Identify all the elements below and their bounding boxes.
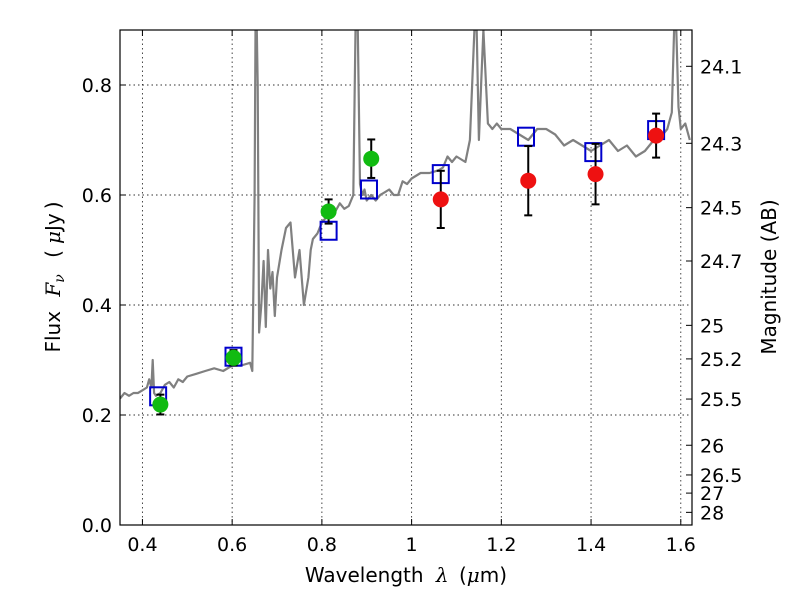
mag-tick-label: 24.1 <box>700 56 742 78</box>
green-data-point <box>363 150 380 167</box>
plot-frame <box>119 29 693 526</box>
y-tick-label: 0.0 <box>82 515 112 537</box>
model-photometry-square <box>359 179 378 200</box>
green-data-point <box>152 396 169 413</box>
x-axis-label: Wavelength λ (μm) <box>305 563 507 587</box>
x-tick-label: 0.6 <box>217 534 247 556</box>
y-axis-label: Flux Fν (μJy) <box>41 201 69 352</box>
x-axis-label-word: Wavelength <box>305 563 424 587</box>
x-tick-label: 1.6 <box>666 534 696 556</box>
green-data-point <box>225 349 242 366</box>
red-data-point <box>587 166 604 183</box>
y-tick-label: 0.8 <box>82 75 112 97</box>
mag-tick-label: 25.5 <box>700 389 742 411</box>
y-tick-label: 0.6 <box>82 185 112 207</box>
mag-tick-label: 24.5 <box>700 198 742 220</box>
mag-tick-label: 26.5 <box>700 465 742 487</box>
x-tick-label: 1 <box>406 534 418 556</box>
x-tick-label: 0.4 <box>127 534 157 556</box>
x-tick-label: 0.8 <box>307 534 337 556</box>
mag-tick-label: 24.7 <box>700 251 742 273</box>
x-tick-label: 1.4 <box>576 534 606 556</box>
data-layer <box>120 30 691 416</box>
green-data-point <box>320 203 337 220</box>
mag-tick-label: 25 <box>700 315 724 337</box>
mag-tick-label: 24.3 <box>700 133 742 155</box>
x-tick-label: 1.2 <box>486 534 516 556</box>
y-tick-label: 0.4 <box>82 295 112 317</box>
red-data-point <box>520 172 537 189</box>
mag-tick-label: 27 <box>700 483 724 505</box>
mag-tick-label: 26 <box>700 435 724 457</box>
axes: 0.4 0.6 0.8 1 1.2 1.4 1.6 0.0 0.2 0.4 0.6 0.8 24.1 24… <box>82 30 742 556</box>
mag-tick-label: 25.2 <box>700 349 742 371</box>
red-data-point <box>648 127 665 144</box>
model-spectrum-line <box>120 30 691 400</box>
y2-axis-label: Magnitude (AB) <box>757 199 781 354</box>
red-data-point <box>432 191 449 208</box>
mag-tick-label: 28 <box>700 502 724 524</box>
y-tick-label: 0.2 <box>82 405 112 427</box>
